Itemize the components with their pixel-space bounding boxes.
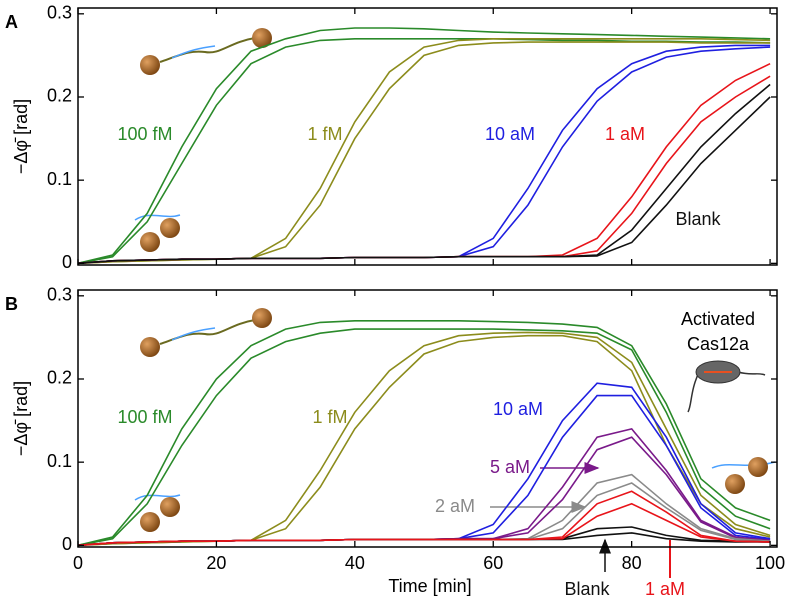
data-line (77, 334, 771, 547)
y-tick-label: 0.2 (47, 86, 72, 106)
x-tick-label: 80 (622, 553, 642, 573)
x-tick-label: 60 (483, 553, 503, 573)
series-label: Blank (675, 209, 721, 229)
y-tick-label: 0.3 (47, 3, 72, 23)
data-line (77, 46, 771, 265)
series-label: 1 fM (312, 407, 347, 427)
data-line (77, 502, 771, 547)
series-label: Blank (564, 579, 610, 599)
data-line (77, 38, 771, 265)
data-line (77, 38, 771, 265)
y-tick-label: 0 (62, 252, 72, 272)
plot-frame (77, 289, 778, 548)
data-line (77, 75, 771, 265)
y-tick-label: 0.3 (47, 285, 72, 305)
data-line (77, 320, 771, 547)
series-label: 2 aM (435, 496, 475, 516)
series-label: 100 fM (117, 124, 172, 144)
annotation: Activated (681, 309, 755, 329)
bead-icons (134, 28, 776, 532)
series-label: 100 fM (117, 407, 172, 427)
data-line (77, 490, 771, 547)
series-label: 1 fM (307, 124, 342, 144)
series-label: 10 aM (485, 124, 535, 144)
series-label: 10 aM (493, 399, 543, 419)
data-line (77, 436, 771, 547)
data-line (77, 41, 771, 265)
panel-label: B (5, 294, 18, 314)
y-tick-label: 0.2 (47, 368, 72, 388)
plot-frame (77, 7, 778, 266)
data-line (77, 328, 771, 547)
series-label: 1 aM (605, 124, 645, 144)
data-line (77, 83, 771, 265)
y-axis-label: −Δφ̄ [rad] (11, 381, 31, 456)
data-line (77, 96, 771, 265)
x-tick-label: 0 (73, 553, 83, 573)
data-line (77, 44, 771, 265)
y-tick-label: 0.1 (47, 169, 72, 189)
x-tick-label: 40 (345, 553, 365, 573)
series-label: 1 aM (645, 579, 685, 599)
x-tick-label: 100 (755, 553, 785, 573)
y-axis-label: −Δφ̄ [rad] (11, 99, 31, 174)
x-tick-label: 20 (206, 553, 226, 573)
annotation: Cas12a (687, 334, 750, 354)
panel-label: A (5, 12, 18, 32)
y-tick-label: 0 (62, 534, 72, 554)
data-line (77, 27, 771, 265)
series-label: 5 aM (490, 457, 530, 477)
x-axis-label: Time [min] (388, 576, 471, 596)
y-tick-label: 0.1 (47, 451, 72, 471)
